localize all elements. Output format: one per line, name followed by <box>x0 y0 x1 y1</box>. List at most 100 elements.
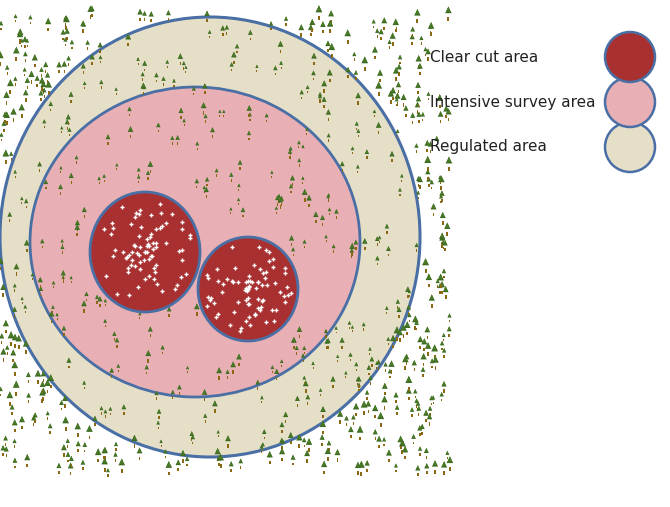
Polygon shape <box>415 401 420 406</box>
Polygon shape <box>44 95 45 97</box>
Polygon shape <box>51 305 55 309</box>
Polygon shape <box>248 30 253 35</box>
Polygon shape <box>147 171 149 174</box>
Polygon shape <box>227 376 228 379</box>
Polygon shape <box>318 16 320 20</box>
Polygon shape <box>106 468 110 472</box>
Polygon shape <box>93 416 96 420</box>
Polygon shape <box>427 273 431 278</box>
Polygon shape <box>21 297 23 299</box>
Polygon shape <box>373 47 377 51</box>
Polygon shape <box>117 364 120 368</box>
Polygon shape <box>162 77 165 80</box>
Polygon shape <box>147 161 153 167</box>
Polygon shape <box>84 81 86 84</box>
Polygon shape <box>44 126 45 128</box>
Polygon shape <box>43 379 44 382</box>
Polygon shape <box>325 448 331 454</box>
Polygon shape <box>276 195 279 199</box>
Polygon shape <box>5 101 7 105</box>
Polygon shape <box>107 134 109 138</box>
Polygon shape <box>172 142 173 144</box>
Polygon shape <box>281 359 283 362</box>
Polygon shape <box>13 14 17 18</box>
Polygon shape <box>257 387 259 390</box>
Polygon shape <box>440 186 442 190</box>
Polygon shape <box>157 123 159 126</box>
Polygon shape <box>401 440 405 445</box>
Polygon shape <box>46 379 50 384</box>
Polygon shape <box>297 158 301 162</box>
Polygon shape <box>103 174 105 177</box>
Polygon shape <box>425 456 427 459</box>
Polygon shape <box>429 406 431 410</box>
Polygon shape <box>270 171 273 174</box>
Polygon shape <box>422 374 423 377</box>
Polygon shape <box>383 437 385 441</box>
Polygon shape <box>83 309 85 312</box>
Ellipse shape <box>605 122 655 172</box>
Polygon shape <box>441 291 443 294</box>
Polygon shape <box>431 366 433 369</box>
Polygon shape <box>296 352 297 355</box>
Polygon shape <box>409 319 410 322</box>
Polygon shape <box>76 224 79 229</box>
Polygon shape <box>14 289 15 292</box>
Polygon shape <box>389 40 391 43</box>
Polygon shape <box>357 472 359 475</box>
Polygon shape <box>0 267 1 270</box>
Polygon shape <box>389 376 391 378</box>
Polygon shape <box>38 286 43 291</box>
Polygon shape <box>0 333 4 339</box>
Polygon shape <box>432 356 439 363</box>
Polygon shape <box>49 311 54 316</box>
Polygon shape <box>410 407 414 412</box>
Polygon shape <box>275 206 277 209</box>
Polygon shape <box>66 28 69 32</box>
Polygon shape <box>416 176 421 181</box>
Polygon shape <box>98 296 101 300</box>
Polygon shape <box>143 61 146 64</box>
Polygon shape <box>422 119 423 122</box>
Polygon shape <box>248 113 252 117</box>
Polygon shape <box>288 150 292 154</box>
Polygon shape <box>14 428 15 432</box>
Polygon shape <box>430 295 433 299</box>
Polygon shape <box>425 463 428 467</box>
Polygon shape <box>285 23 287 26</box>
Polygon shape <box>216 430 220 433</box>
Ellipse shape <box>198 237 298 341</box>
Polygon shape <box>397 436 404 442</box>
Polygon shape <box>325 329 327 332</box>
Polygon shape <box>296 396 299 400</box>
Polygon shape <box>337 411 343 417</box>
Polygon shape <box>417 191 419 194</box>
Polygon shape <box>424 463 429 468</box>
Polygon shape <box>14 381 18 386</box>
Polygon shape <box>3 112 7 116</box>
Polygon shape <box>5 454 7 457</box>
Polygon shape <box>14 445 15 448</box>
Polygon shape <box>436 136 438 140</box>
Polygon shape <box>322 223 323 226</box>
Polygon shape <box>304 445 305 447</box>
Polygon shape <box>292 462 293 465</box>
Polygon shape <box>82 29 84 33</box>
Polygon shape <box>425 54 426 56</box>
Polygon shape <box>3 436 8 441</box>
Polygon shape <box>194 304 200 309</box>
Polygon shape <box>141 72 145 76</box>
Polygon shape <box>378 92 380 96</box>
Polygon shape <box>365 390 369 394</box>
Polygon shape <box>260 395 264 400</box>
Polygon shape <box>28 70 35 77</box>
Polygon shape <box>177 385 182 389</box>
Polygon shape <box>123 412 125 415</box>
Polygon shape <box>11 405 13 408</box>
Polygon shape <box>406 286 409 291</box>
Polygon shape <box>112 332 117 336</box>
Polygon shape <box>448 334 450 337</box>
Polygon shape <box>396 337 398 341</box>
Polygon shape <box>25 39 29 43</box>
Polygon shape <box>84 292 88 296</box>
